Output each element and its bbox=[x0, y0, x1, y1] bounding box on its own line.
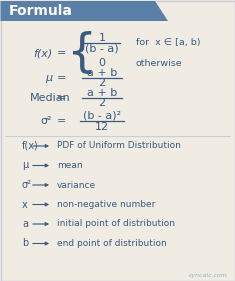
Text: 12: 12 bbox=[95, 121, 109, 132]
Text: for  x ∈ [a, b): for x ∈ [a, b) bbox=[136, 38, 200, 47]
Text: a + b: a + b bbox=[87, 88, 117, 98]
Text: =: = bbox=[57, 48, 66, 58]
Text: 0: 0 bbox=[98, 58, 106, 68]
Text: f(x): f(x) bbox=[33, 48, 52, 58]
Text: end point of distribution: end point of distribution bbox=[57, 239, 167, 248]
Text: =: = bbox=[57, 73, 66, 83]
Text: σ²: σ² bbox=[22, 180, 32, 190]
Text: 1: 1 bbox=[98, 33, 106, 43]
Text: f(x): f(x) bbox=[22, 141, 39, 151]
Text: (b - a)²: (b - a)² bbox=[83, 111, 121, 121]
Text: a + b: a + b bbox=[87, 68, 117, 78]
Text: cyncalc.com: cyncalc.com bbox=[189, 273, 228, 278]
Text: 2: 2 bbox=[98, 99, 106, 108]
Text: otherwise: otherwise bbox=[136, 58, 183, 67]
Text: b: b bbox=[22, 239, 28, 248]
Text: (b - a): (b - a) bbox=[85, 44, 119, 53]
Text: 2: 2 bbox=[98, 78, 106, 89]
Text: =: = bbox=[57, 116, 66, 126]
Text: mean: mean bbox=[57, 161, 83, 170]
Text: μ: μ bbox=[22, 160, 28, 171]
Text: Formula: Formula bbox=[9, 4, 73, 18]
Text: σ²: σ² bbox=[40, 116, 52, 126]
Text: non-negative number: non-negative number bbox=[57, 200, 155, 209]
Text: =: = bbox=[57, 93, 66, 103]
Text: variance: variance bbox=[57, 180, 96, 189]
Text: μ: μ bbox=[45, 73, 52, 83]
Polygon shape bbox=[0, 1, 168, 21]
Text: Median: Median bbox=[30, 93, 71, 103]
Text: PDF of Uniform Distribution: PDF of Uniform Distribution bbox=[57, 142, 181, 151]
Text: a: a bbox=[22, 219, 28, 229]
Text: x: x bbox=[22, 200, 28, 210]
Text: {: { bbox=[66, 31, 96, 76]
Text: initial point of distribution: initial point of distribution bbox=[57, 219, 175, 228]
